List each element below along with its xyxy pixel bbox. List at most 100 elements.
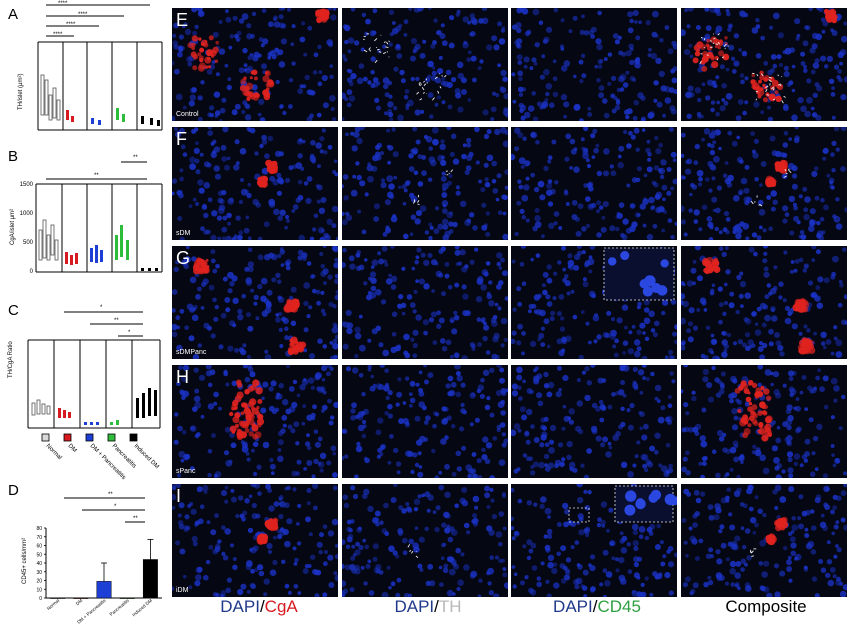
row-tag-i: iDM [176,587,189,594]
micro-tile-e-3 [511,8,677,121]
panel-a-chart: **** **** **** **** TH/islet (μm²) [0,0,170,135]
panel-d-chart: ** * ** CD45+ cells/mm² 0 10 20 30 40 50 60 70 8… [0,488,170,626]
caption-col-1-marker: CgA [264,597,298,616]
panel-d-bar [142,559,158,599]
caption-col-4-composite: Composite [725,597,807,616]
panel-b-ylabel: CgA/islet μm² [10,209,16,245]
panel-d-ytick-label: 80 [36,526,42,532]
panel-label-c: C [8,302,19,319]
panel-b-tick-0: 0 [30,269,34,275]
panel-a-svg: **** **** **** **** TH/islet (μm²) [18,1,163,131]
panel-d-xtick-label: Normal [46,598,60,611]
panel-label-a: A [8,6,19,23]
legend-item-dm: DM [63,433,78,454]
caption-col-1-dapi: DAPI [220,597,260,616]
row-label-i: I [176,486,182,506]
row-label-f: F [176,129,187,149]
panel-d-ytick-label: 70 [36,535,42,541]
panel-label-b: B [8,148,19,165]
panel-d-ylabel: CD45+ cells/mm² [22,538,28,584]
panel-d-bar [119,597,135,599]
micro-tile-f-3 [511,127,677,240]
row-tag-e: Control [176,111,199,118]
micro-tile-g-3 [511,246,677,359]
panel-d-bar [50,597,66,599]
panel-c-sig-3: * [128,330,131,336]
panel-b-sig-1: ** [133,155,138,161]
legend-item-dm-pancreatitis: DM + Pancreatitis [85,433,126,481]
panel-d-ytick-label: 20 [36,579,42,585]
panel-a-boxes [40,74,160,126]
micro-tile-e-1: E Control [172,8,338,121]
row-tag-g: sDMPanc [176,349,207,356]
caption-col-1-sep: / [259,597,265,616]
panel-d-sig-3: ** [133,516,138,522]
panel-d-svg: ** * ** CD45+ cells/mm² 0 10 20 30 40 50 60 70 8… [22,492,162,625]
caption-col-3: DAPI/CD45 [514,597,680,617]
panel-d-ytick-label: 50 [36,552,42,558]
panel-a-sig-4: **** [53,32,63,38]
legend: Normal DM DM + Pancreatitis Pancreatitis… [41,433,160,481]
panel-b-tick-500: 500 [23,240,34,246]
caption-col-4: Composite [683,597,849,617]
panel-d-xtick-label: Pancreatitis [109,597,131,616]
micro-tile-g-2 [341,246,508,359]
panel-c-boxes [31,388,157,425]
caption-col-3-marker: CD45 [597,597,641,616]
legend-label-induced-dm: Induced DM [133,443,160,470]
panel-d-xtick-label: Induced DM [131,598,153,618]
panel-c-chart: * ** * TH/CgA Ratio Normal [0,298,170,481]
panel-d-sig-1: ** [108,492,113,498]
panel-c-ylabel: TH/CgA Ratio [8,341,14,378]
panel-c-svg: * ** * TH/CgA Ratio Normal [8,305,161,481]
caption-col-2: DAPI/TH [345,597,511,617]
caption-col-1: DAPI/CgA [176,597,342,617]
micro-tile-e-4 [680,8,847,121]
legend-label-dm: DM [67,443,78,454]
panel-b-tick-1000: 1000 [20,211,34,217]
micro-tile-g-4 [680,246,847,359]
panel-d-sig-2: * [114,504,117,510]
micro-tile-e-2 [341,8,508,121]
row-tag-f: sDM [176,230,191,237]
panel-a-sig-2: **** [78,12,88,18]
micro-tile-h-2 [341,365,508,478]
caption-col-2-marker: TH [438,597,462,616]
row-label-e: E [176,10,189,30]
caption-col-3-dapi: DAPI [553,597,593,616]
panel-b-chart: ** ** 0 500 1000 1500 CgA/islet μm² [0,140,170,280]
panel-d-ytick-label: 10 [36,587,42,593]
caption-col-2-dapi: DAPI [394,597,435,616]
panel-b-tick-1500: 1500 [20,182,34,188]
panel-label-d: D [8,482,19,499]
panel-a-sig-3: **** [66,22,76,28]
legend-label-normal: Normal [45,443,63,461]
panel-d-bar [96,581,112,599]
panel-c-sig-2: ** [114,318,119,324]
micro-tile-i-3 [511,484,677,597]
panel-d-ytick-label: 30 [36,570,42,576]
panel-a-ylabel: TH/islet (μm²) [18,74,24,110]
caption-col-2-sep: / [434,597,439,616]
micro-tile-h-4 [680,365,847,478]
micro-tile-f-4 [680,127,847,240]
panel-d-ytick-label: 0 [39,596,42,602]
row-tag-h: sPanc [176,468,196,475]
row-label-h: H [176,367,189,387]
panel-d-bar [73,597,89,599]
micro-tile-i-2 [341,484,508,597]
row-label-g: G [176,248,191,268]
legend-item-normal: Normal [41,433,63,461]
micro-tile-f-2 [341,127,508,240]
panel-d-xtick-label: DM [75,598,84,606]
panel-b-sig-2: ** [94,173,99,179]
micro-tile-h-3 [511,365,677,478]
micro-tile-i-4 [680,484,847,597]
caption-col-3-sep: / [592,597,598,616]
panel-c-sig-1: * [100,305,103,311]
